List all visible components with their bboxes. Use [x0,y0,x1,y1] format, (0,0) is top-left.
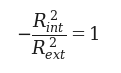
Text: $-\dfrac{R_{int}^{\,2}}{R_{ext}^{\,2}} = 1$: $-\dfrac{R_{int}^{\,2}}{R_{ext}^{\,2}} =… [16,8,100,62]
